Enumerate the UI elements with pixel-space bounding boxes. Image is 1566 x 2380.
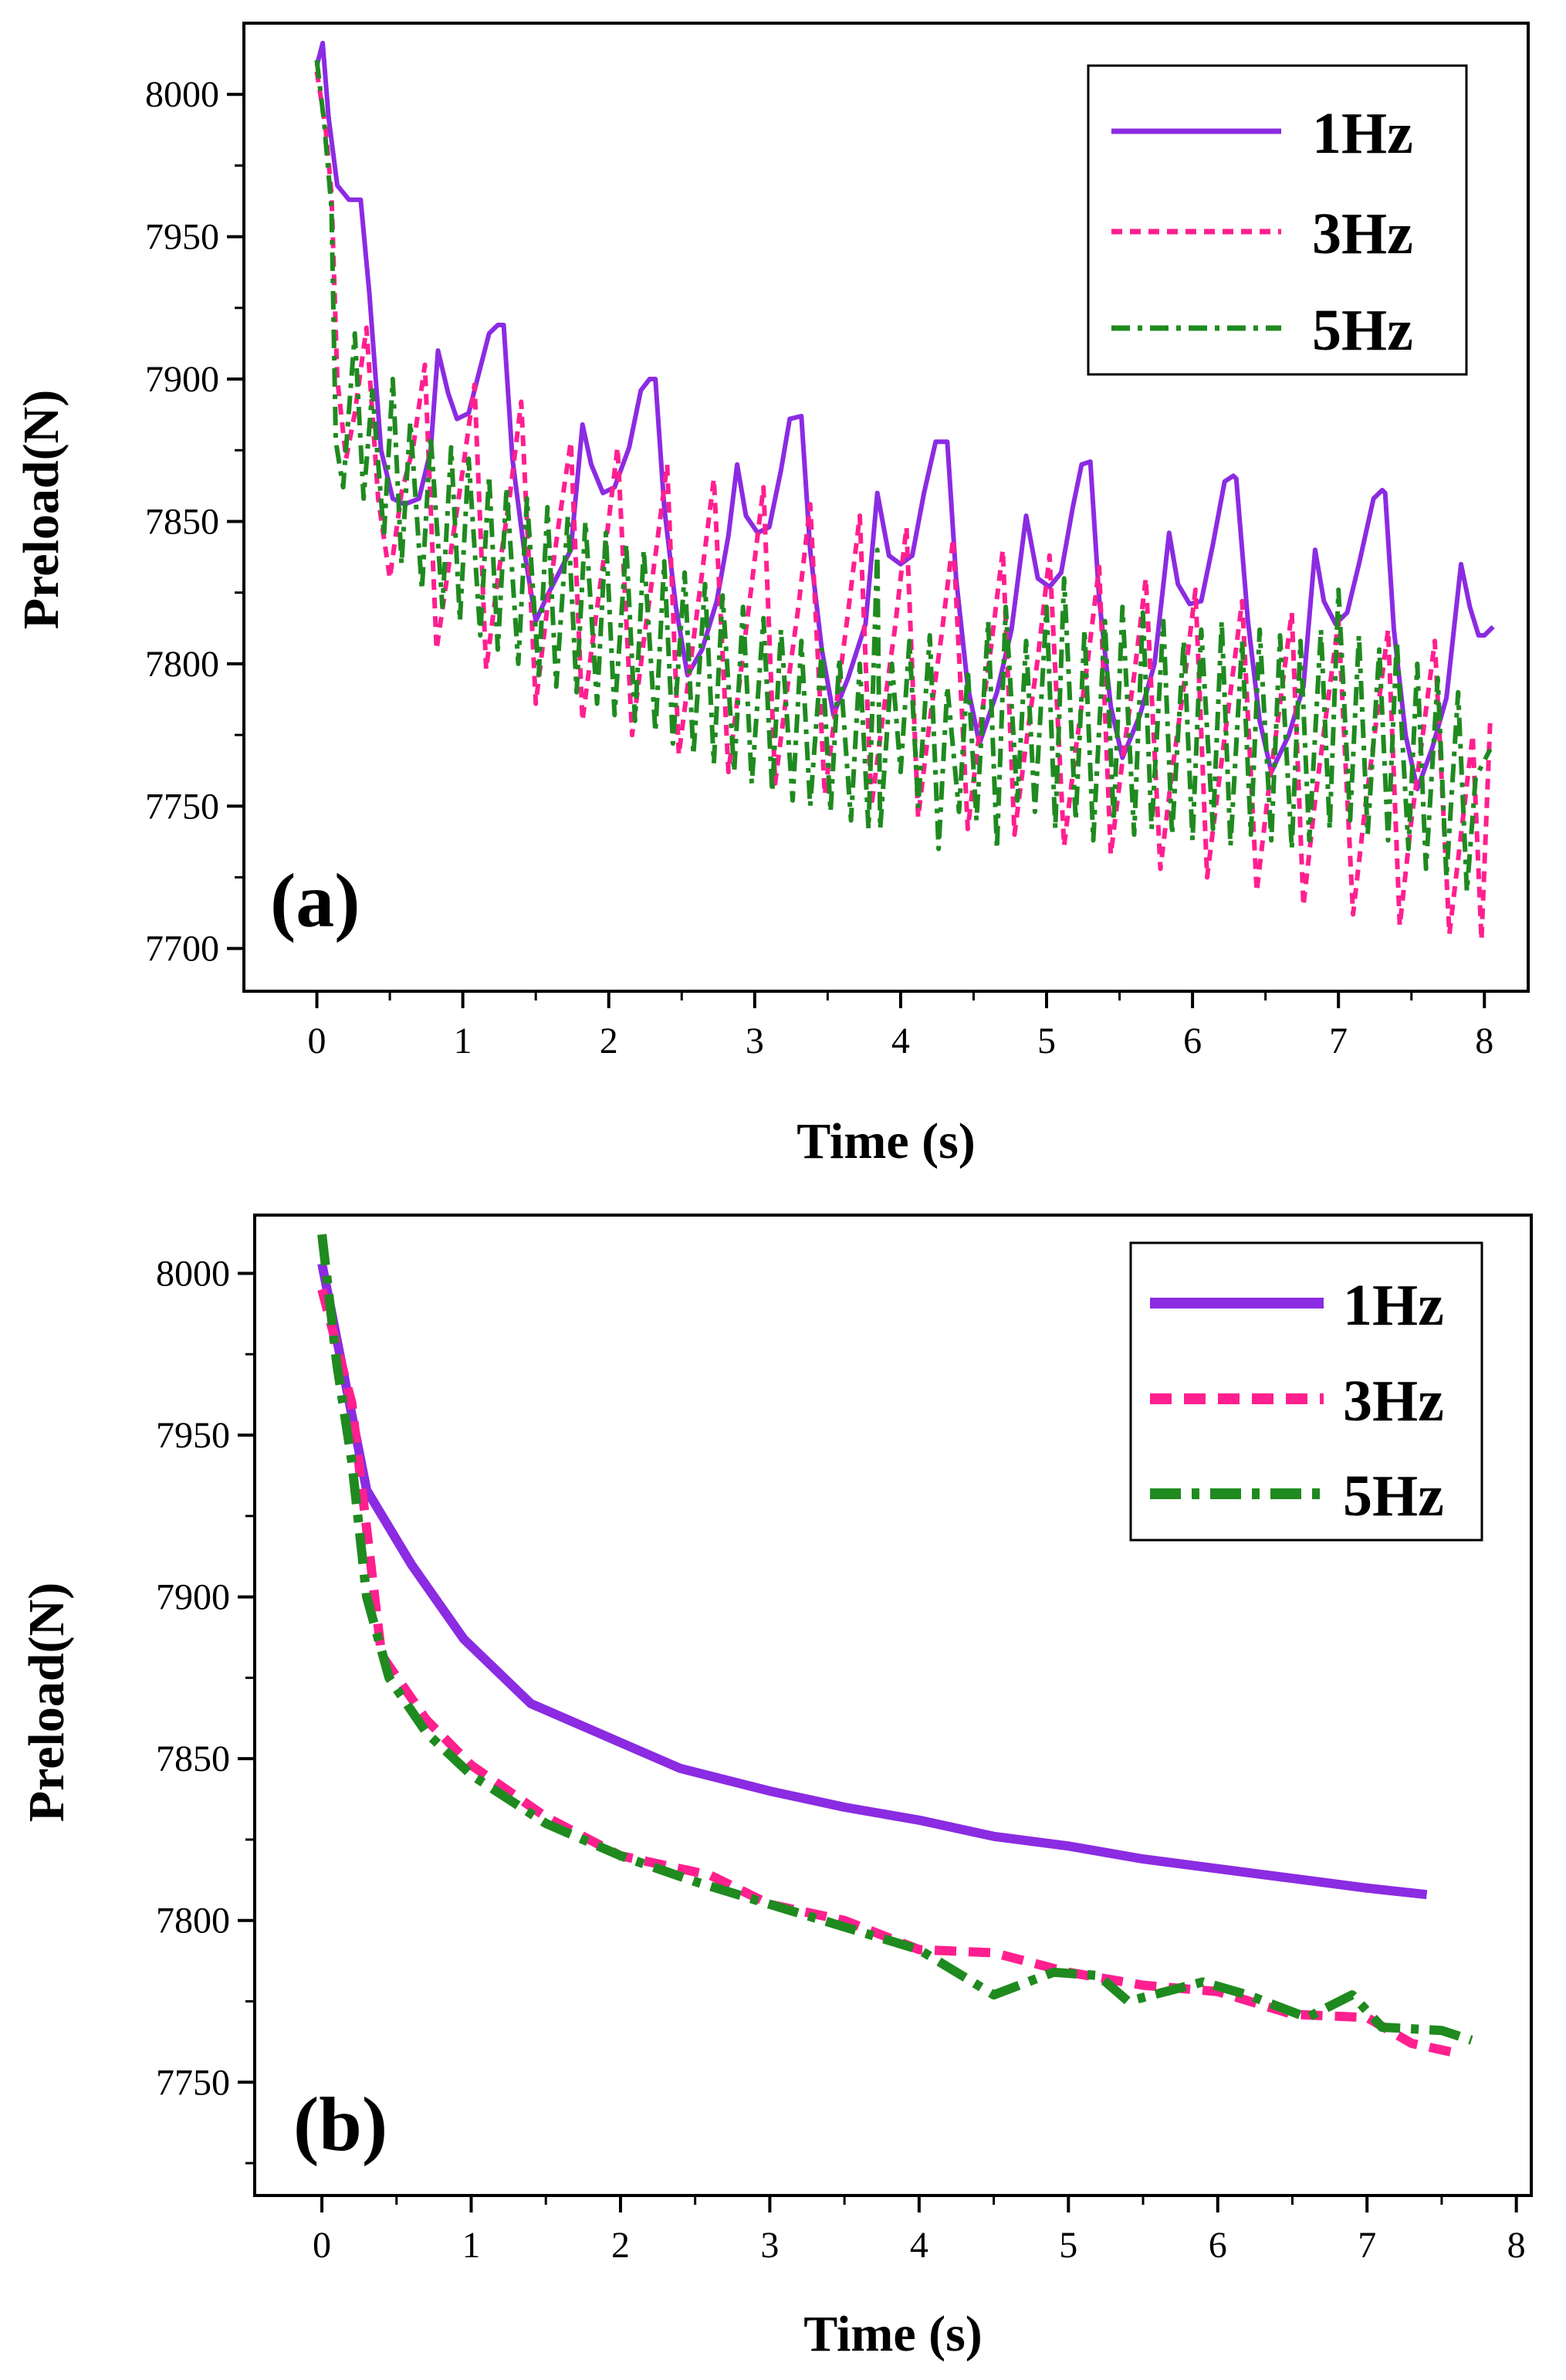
panel-b: 0 1 2 3 4 5 6 7 8 7750 7800 7850 7900 7950 8000 (b) Ti… [19,1214,1533,2362]
panel-a: 0 1 2 3 4 5 6 7 8 7700 7750 7800 7850 7900 7950 8000 (a… [13,22,1530,1170]
y-tick-label-a-7900: 7900 [145,359,219,400]
axis-ticks-b: 0 1 2 3 4 5 6 7 8 7750 7800 7850 7900 7950 8000 [156,1253,1526,2266]
x-tick-label-a-4: 4 [891,1021,910,1061]
y-tick-label-b-8000: 8000 [156,1253,230,1294]
series-line-1hz-a [314,40,1495,792]
legend-label-3hz-b: 3Hz [1343,1369,1444,1434]
axis-ticks-a: 0 1 2 3 4 5 6 7 8 7700 7750 7800 7850 7900 7950 8000 [145,74,1493,1061]
legend-box-a [1087,64,1468,376]
x-tick-label-b-7: 7 [1358,2225,1376,2266]
plot-frame-a [242,22,1530,993]
series-line-5hz-a [314,59,1493,894]
x-tick-label-a-8: 8 [1475,1021,1493,1061]
y-tick-label-b-7750: 7750 [156,2062,230,2103]
series-b [317,1234,1473,2058]
y-tick-label-a-7850: 7850 [145,501,219,542]
plot-frame-b [253,1214,1533,2197]
x-axis-label-a: Time (s) [797,1113,976,1170]
legend-a: 1Hz 3Hz 5Hz [1087,64,1468,376]
y-tick-label-a-7800: 7800 [145,644,219,685]
x-tick-label-b-8: 8 [1507,2225,1526,2266]
x-tick-label-a-7: 7 [1329,1021,1348,1061]
x-tick-label-b-3: 3 [760,2225,779,2266]
series-line-5hz-b [317,1234,1473,2045]
y-axis-label-b: Preload(N) [19,1583,75,1822]
series-line-1hz-b [317,1262,1428,1900]
y-tick-label-a-7950: 7950 [145,217,219,258]
x-tick-label-a-1: 1 [454,1021,472,1061]
x-tick-label-b-1: 1 [462,2225,481,2266]
y-tick-label-a-7750: 7750 [145,786,219,827]
legend-b: 1Hz 3Hz 5Hz [1129,1241,1483,1542]
x-tick-label-a-3: 3 [746,1021,764,1061]
y-tick-label-b-7950: 7950 [156,1415,230,1456]
x-tick-label-b-5: 5 [1059,2225,1077,2266]
legend-label-5hz-a: 5Hz [1312,298,1413,363]
series-a [314,40,1495,943]
legend-label-1hz-b: 1Hz [1343,1273,1444,1338]
x-tick-label-a-6: 6 [1183,1021,1202,1061]
legend-label-3hz-a: 3Hz [1312,201,1413,266]
y-tick-label-b-7800: 7800 [156,1901,230,1942]
legend-label-1hz-a: 1Hz [1312,101,1413,166]
series-line-3hz-b [317,1288,1458,2058]
x-tick-label-a-0: 0 [308,1021,326,1061]
x-tick-label-b-0: 0 [313,2225,331,2266]
y-tick-label-b-7850: 7850 [156,1738,230,1779]
y-tick-label-b-7900: 7900 [156,1577,230,1618]
x-tick-label-b-6: 6 [1209,2225,1227,2266]
x-tick-label-b-2: 2 [611,2225,630,2266]
y-axis-label-a: Preload(N) [13,390,69,629]
y-tick-label-a-7700: 7700 [145,929,219,970]
panel-label-b: (b) [293,2081,387,2167]
panel-label-a: (a) [270,858,360,943]
y-tick-label-a-8000: 8000 [145,74,219,115]
x-tick-label-b-4: 4 [910,2225,928,2266]
x-tick-label-a-5: 5 [1037,1021,1056,1061]
x-axis-label-b: Time (s) [803,2306,983,2362]
legend-label-5hz-b: 5Hz [1343,1464,1444,1529]
x-tick-label-a-2: 2 [600,1021,618,1061]
legend-box-b [1129,1241,1483,1542]
